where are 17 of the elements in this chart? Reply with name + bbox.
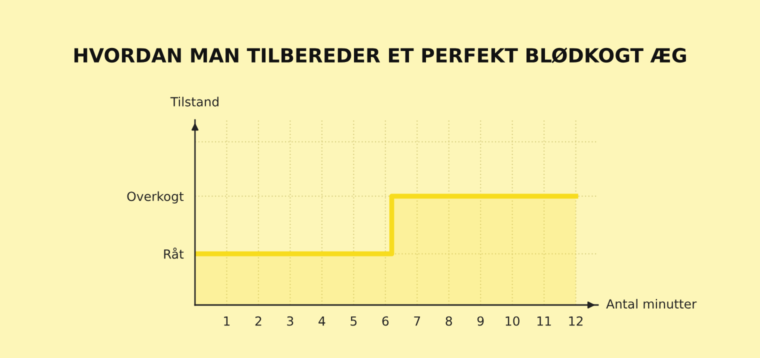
x-tick-label: 10: [506, 316, 520, 326]
x-axis-title: Antal minutter: [606, 298, 697, 309]
x-tick-label: 11: [537, 316, 551, 326]
category-label: Råt: [164, 248, 184, 259]
chart-title: HVORDAN MAN TILBEREDER ET PERFEKT BLØDKOGT ÆG: [74, 47, 686, 64]
x-tick-label: 4: [318, 316, 326, 326]
text: Tilstand: [170, 96, 218, 106]
x-tick-label: 7: [414, 316, 420, 326]
x-tick-label: 2: [255, 316, 262, 326]
category-label: Overkogt: [127, 191, 184, 204]
x-tick-label: 9: [477, 316, 484, 326]
x-tick-label: 12: [569, 316, 582, 326]
x-tick-label: 1: [224, 316, 230, 326]
x-tick-label: 8: [446, 316, 452, 326]
x-tick-label: 3: [287, 316, 294, 326]
x-tick-label: 5: [350, 316, 357, 326]
x-tick-label: 6: [382, 316, 389, 326]
